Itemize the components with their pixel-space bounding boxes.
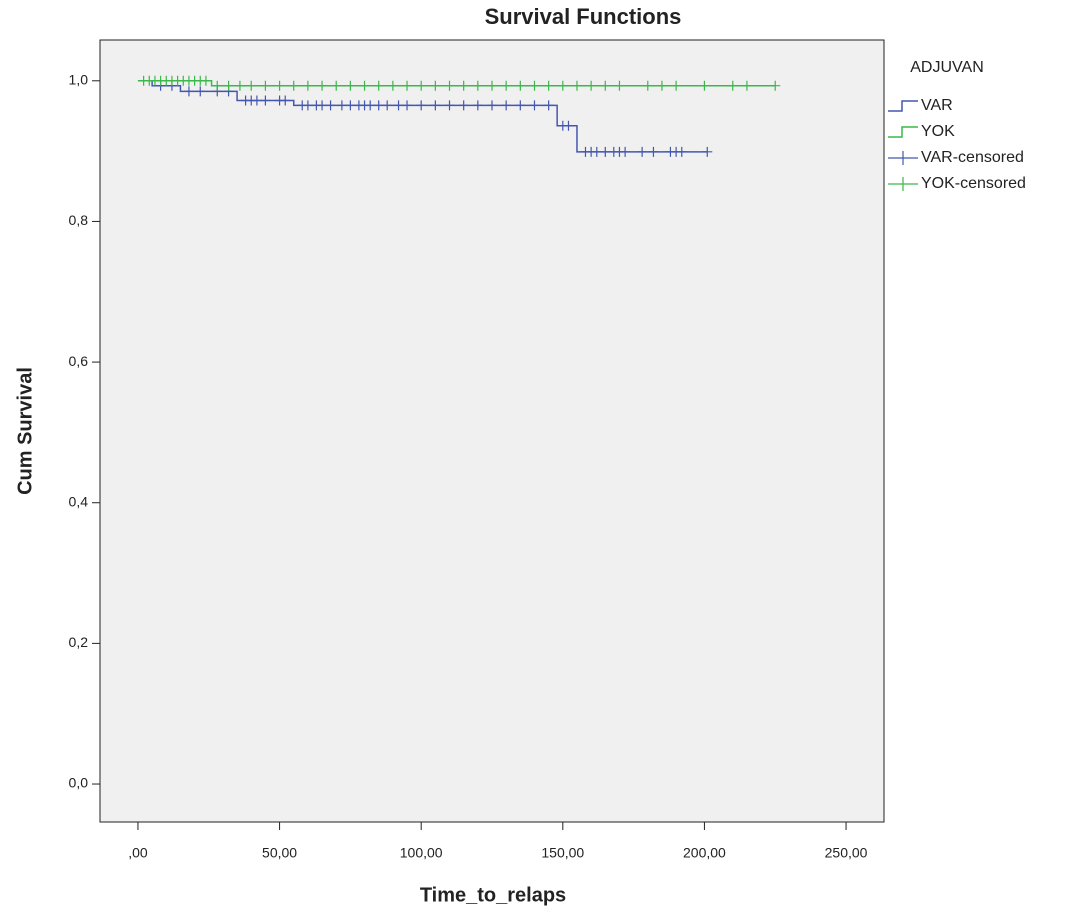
legend-title: ADJUVAN <box>910 59 984 76</box>
censored-mark <box>487 100 497 111</box>
legend-swatch <box>888 100 918 112</box>
y-tick-label: 0,4 <box>69 493 89 509</box>
censored-mark <box>501 80 512 91</box>
censored-mark <box>702 146 713 157</box>
censored-mark <box>501 100 512 111</box>
censored-mark <box>387 80 398 91</box>
censored-mark <box>614 80 625 91</box>
censored-mark <box>444 80 455 91</box>
censored-mark <box>586 80 597 91</box>
censored-mark <box>699 80 710 91</box>
y-tick-label: 0,6 <box>69 353 89 369</box>
censored-mark <box>416 100 427 111</box>
censored-mark <box>543 100 554 111</box>
legend-swatch <box>888 177 918 191</box>
censored-mark <box>274 80 285 91</box>
censored-mark <box>671 80 682 91</box>
censored-mark <box>331 80 342 91</box>
censored-mark <box>280 95 291 106</box>
censored-mark <box>458 100 469 111</box>
chart-title: Survival Functions <box>485 4 682 29</box>
legend-swatch <box>888 126 918 138</box>
censored-mark <box>444 100 455 111</box>
censored-mark <box>302 100 313 111</box>
y-tick-label: 0,0 <box>69 775 89 791</box>
censored-mark <box>373 80 384 91</box>
legend-label: VAR <box>921 97 953 114</box>
censored-mark <box>557 80 568 91</box>
censored-mark <box>770 80 781 91</box>
censored-mark <box>430 80 441 91</box>
censored-mark <box>365 100 376 111</box>
x-tick-label: 250,00 <box>825 845 868 861</box>
censored-mark <box>200 75 211 86</box>
x-tick-label: 50,00 <box>262 845 297 861</box>
x-axis-label: Time_to_relaps <box>420 884 566 906</box>
y-tick-label: 1,0 <box>69 71 89 87</box>
legend-label: VAR-censored <box>921 149 1024 166</box>
x-tick-label: ,00 <box>128 845 148 861</box>
censored-mark <box>345 80 356 91</box>
x-tick-label: 200,00 <box>683 845 726 861</box>
censored-mark <box>223 80 234 91</box>
censored-mark <box>600 80 611 91</box>
y-tick-label: 0,8 <box>69 212 89 228</box>
y-tick-label: 0,2 <box>69 634 89 650</box>
censored-mark <box>591 146 602 157</box>
censored-mark <box>382 100 393 111</box>
censored-mark <box>393 100 404 111</box>
legend-label: YOK-censored <box>921 175 1026 192</box>
x-tick-label: 100,00 <box>400 845 443 861</box>
censored-mark <box>234 80 245 91</box>
censored-mark <box>359 80 370 91</box>
censored-mark <box>727 80 738 91</box>
x-tick-label: 150,00 <box>541 845 584 861</box>
censored-mark <box>529 80 540 91</box>
y-axis-label: Cum Survival <box>14 367 36 495</box>
censored-mark <box>183 86 194 97</box>
censored-mark <box>195 86 206 97</box>
censored-mark <box>487 80 497 91</box>
censored-mark <box>212 80 223 91</box>
censored-mark <box>642 80 653 91</box>
censored-mark <box>317 80 328 91</box>
censored-mark <box>529 100 540 111</box>
censored-mark <box>317 100 328 111</box>
legend-swatch <box>888 151 918 165</box>
censored-mark <box>472 80 483 91</box>
censored-mark <box>246 80 257 91</box>
censored-mark <box>345 100 356 111</box>
censored-mark <box>620 146 631 157</box>
censored-mark <box>430 100 441 111</box>
censored-mark <box>402 100 413 111</box>
censored-mark <box>741 80 752 91</box>
censored-mark <box>515 100 526 111</box>
censored-mark <box>563 120 574 131</box>
censored-mark <box>416 80 427 91</box>
censored-mark <box>571 80 582 91</box>
censored-mark <box>600 146 611 157</box>
censored-mark <box>373 100 384 111</box>
plot-area <box>99 39 885 823</box>
censored-mark <box>458 80 469 91</box>
censored-mark <box>260 80 271 91</box>
censored-mark <box>637 146 648 157</box>
censored-mark <box>543 80 554 91</box>
censored-mark <box>402 80 413 91</box>
censored-mark <box>336 100 347 111</box>
censored-mark <box>515 80 526 91</box>
censored-mark <box>302 80 313 91</box>
censored-mark <box>325 100 336 111</box>
censored-mark <box>251 95 262 106</box>
censored-mark <box>288 80 299 91</box>
censored-mark <box>648 146 659 157</box>
censored-mark <box>472 100 483 111</box>
censored-mark <box>676 146 687 157</box>
censored-mark <box>656 80 667 91</box>
legend-label: YOK <box>921 123 955 140</box>
censored-mark <box>260 95 271 106</box>
